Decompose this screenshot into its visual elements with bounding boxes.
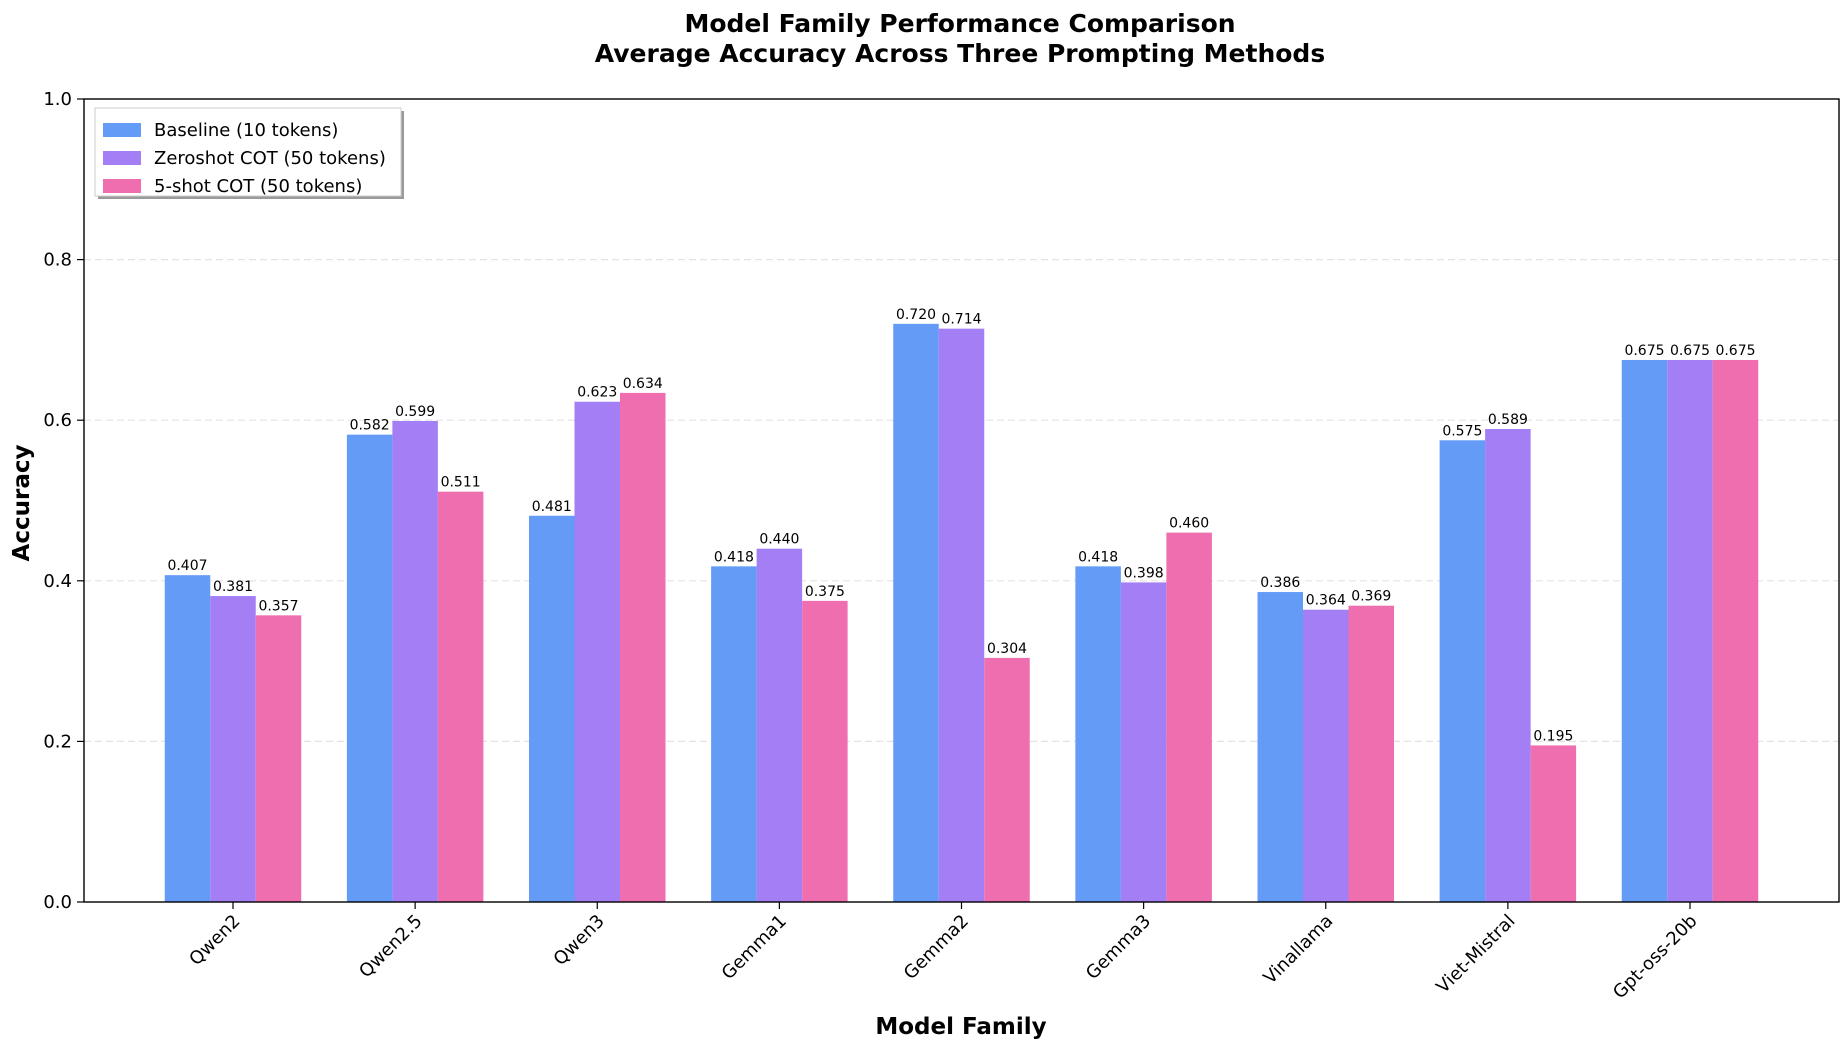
data-label: 0.381 (213, 579, 253, 595)
y-tick-label: 0.4 (43, 571, 72, 592)
bar (255, 615, 302, 902)
bar (1667, 359, 1713, 903)
data-label: 0.386 (1260, 575, 1300, 591)
bar (437, 491, 484, 902)
bar (938, 328, 985, 903)
bar (529, 515, 575, 902)
bar (1485, 429, 1531, 902)
x-tick-label: Qwen2.5 (355, 911, 426, 982)
bar (346, 434, 393, 902)
legend-swatch (103, 179, 141, 193)
legend-label: 5-shot COT (50 tokens) (154, 176, 362, 197)
legend-swatch (103, 151, 141, 165)
data-label: 0.364 (1306, 593, 1346, 609)
x-tick-label: Gpt-oss-20b (1609, 911, 1702, 1004)
data-label: 0.357 (258, 598, 298, 614)
data-label: 0.407 (167, 558, 207, 574)
bar (1257, 592, 1303, 902)
data-label: 0.369 (1351, 589, 1391, 605)
bar (802, 600, 848, 902)
x-tick-label: Qwen2 (185, 911, 244, 970)
x-tick-label: Vinallama (1260, 911, 1338, 989)
data-label: 0.634 (623, 376, 663, 392)
data-label: 0.589 (1488, 412, 1528, 428)
bar (1303, 609, 1349, 902)
y-tick-label: 0.6 (43, 410, 72, 431)
bar (1348, 605, 1394, 902)
data-label: 0.675 (1670, 343, 1710, 359)
chart-subtitle: Average Accuracy Across Three Prompting … (595, 39, 1325, 68)
y-tick-label: 1.0 (43, 89, 72, 110)
x-tick-label: Qwen3 (550, 911, 609, 970)
bar (1075, 566, 1121, 902)
legend-swatch (103, 123, 141, 137)
bar (574, 401, 620, 902)
data-label: 0.375 (805, 584, 845, 600)
x-tick-label: Gemma1 (718, 911, 791, 984)
bars (164, 323, 1759, 903)
data-label: 0.440 (759, 532, 799, 548)
x-tick-label: Gemma2 (900, 911, 973, 984)
legend: Baseline (10 tokens) Zeroshot COT (50 tok… (94, 107, 404, 199)
y-axis: 0.0 0.2 0.4 0.6 0.8 1.0 (43, 89, 84, 913)
y-tick-label: 0.0 (43, 892, 72, 913)
bar (1530, 745, 1577, 902)
bar (1120, 582, 1167, 902)
bar (711, 566, 757, 902)
chart-title: Model Family Performance Comparison (684, 9, 1235, 38)
legend-label: Baseline (10 tokens) (154, 120, 338, 141)
x-tick-label: Viet-Mistral (1432, 911, 1519, 998)
data-label: 0.460 (1169, 516, 1209, 532)
legend-label: Zeroshot COT (50 tokens) (154, 148, 386, 169)
data-label: 0.623 (577, 385, 617, 401)
bar (756, 548, 803, 902)
data-label: 0.511 (441, 475, 481, 491)
data-label: 0.599 (395, 404, 435, 420)
x-axis-label: Model Family (875, 1014, 1046, 1040)
bar (1712, 359, 1759, 903)
data-label: 0.418 (714, 549, 754, 565)
data-label: 0.714 (941, 312, 981, 328)
bar (392, 421, 438, 902)
data-label: 0.575 (1442, 423, 1482, 439)
data-label: 0.582 (350, 418, 390, 434)
data-label: 0.675 (1715, 343, 1755, 359)
data-label: 0.720 (896, 307, 936, 323)
bar (620, 392, 666, 902)
y-tick-label: 0.8 (43, 250, 72, 271)
bar (1166, 532, 1212, 902)
data-label: 0.304 (987, 641, 1027, 657)
bar (893, 323, 939, 903)
bar (1439, 440, 1486, 902)
bar (164, 575, 211, 902)
y-tick-label: 0.2 (43, 731, 72, 752)
data-label: 0.195 (1533, 728, 1573, 744)
x-tick-label: Gemma3 (1082, 911, 1155, 984)
value-labels: 0.407 0.582 0.481 0.418 0.720 0.418 0.386 0.575… (167, 307, 1755, 745)
bar (984, 657, 1030, 902)
data-label: 0.675 (1624, 343, 1664, 359)
legend-box (94, 107, 402, 197)
bar (1621, 359, 1668, 903)
x-axis: Qwen2 Qwen2.5 Qwen3 Gemma1 Gemma2 Gemma3 Vinal… (185, 902, 1702, 1004)
data-label: 0.418 (1078, 549, 1118, 565)
bar (210, 596, 256, 902)
data-label: 0.481 (532, 499, 572, 515)
y-axis-label: Accuracy (9, 445, 35, 562)
data-label: 0.398 (1124, 565, 1164, 581)
